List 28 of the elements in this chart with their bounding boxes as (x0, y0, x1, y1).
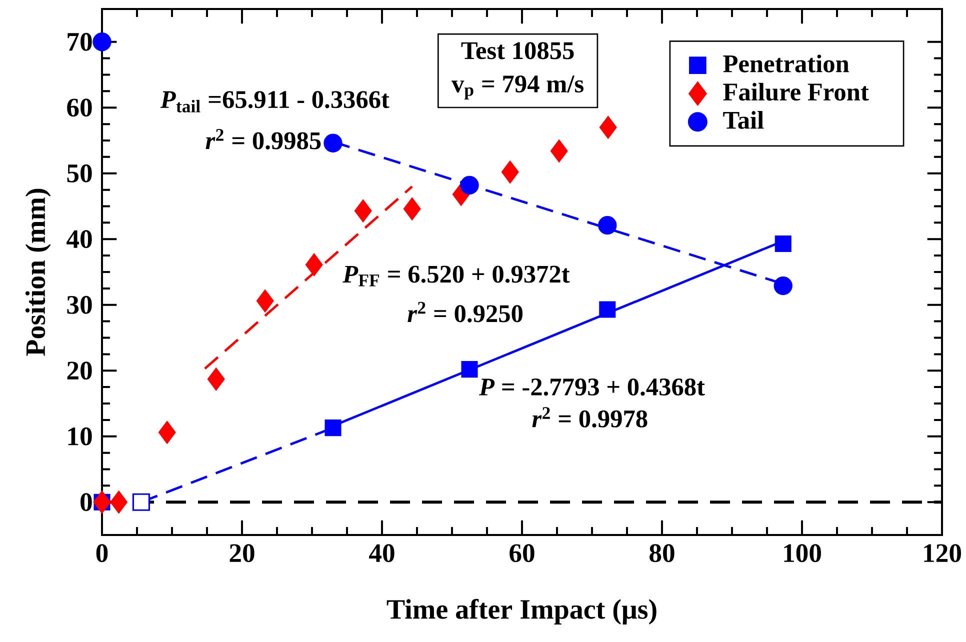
legend-label: Tail (723, 111, 764, 129)
annotation: P$_{tail}$ =65.911 - 0.3366t (160, 91, 390, 112)
annotation: r$^{2}$ = 0.9978 (532, 407, 648, 428)
annotation: P = -2.7793 + 0.4368t (478, 378, 705, 396)
legend-label: Failure Front (723, 82, 869, 101)
x-axis-title: Time after Impact (μs) (386, 598, 656, 625)
y-tick-label: 10 (68, 427, 92, 446)
annotation: r$^{2}$ = 0.9250 (408, 302, 523, 322)
annotation: r$^{2}$ = 0.9985 (206, 128, 321, 150)
y-tick-label: 60 (67, 98, 92, 117)
x-tick-label: 20 (230, 544, 254, 562)
y-tick-label: 20 (67, 362, 92, 380)
legend-label: Penetration (723, 54, 850, 72)
annotation: Test 10855 (461, 42, 574, 60)
x-tick-label: 120 (924, 544, 961, 562)
y-tick-label: 70 (68, 32, 92, 51)
y-axis-title: Position (mm) (25, 188, 51, 356)
y-tick-label: 30 (67, 296, 92, 314)
x-tick-label: 60 (510, 544, 534, 562)
x-tick-label: 40 (369, 544, 394, 562)
y-tick-label: 40 (66, 230, 92, 248)
x-tick-label: 80 (650, 544, 674, 562)
y-tick-label: 0 (80, 493, 92, 512)
annotation: P$_{FF}$ = 6.520 + 0.9372t (342, 266, 570, 286)
y-tick-label: 50 (67, 164, 92, 182)
x-tick-label: 100 (784, 544, 821, 562)
annotation: v$_{p}$ = 794 m/s (451, 76, 584, 100)
x-tick-label: 0 (96, 544, 108, 562)
